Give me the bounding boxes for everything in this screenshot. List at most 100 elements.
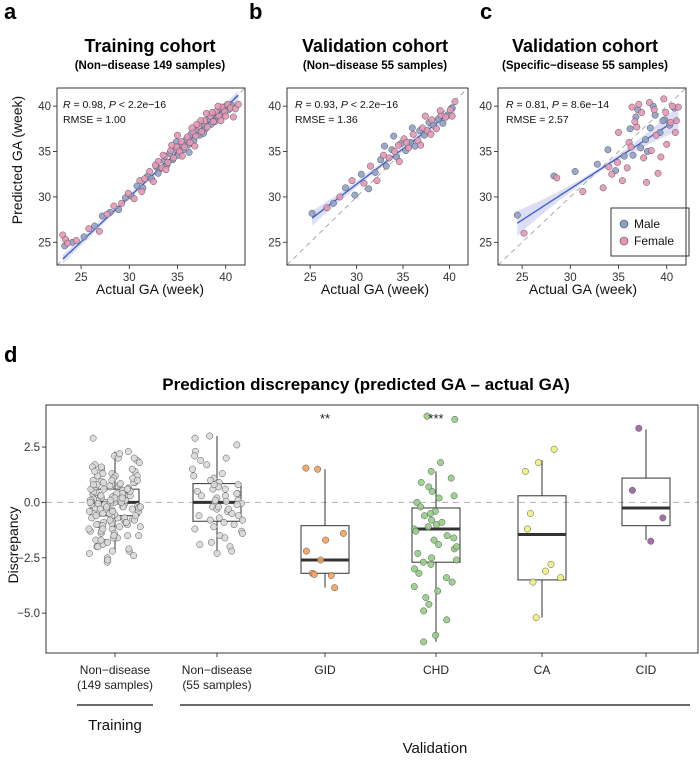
panel-a-point-male xyxy=(80,233,88,241)
panel-a-point-female xyxy=(64,239,72,247)
box-point-non_disease xyxy=(122,518,130,526)
panel-c-subtitle: (Specific−disease 55 samples) xyxy=(502,60,668,72)
panel-b-point-female xyxy=(403,139,411,146)
box-point-non_disease xyxy=(211,496,219,504)
panel-b-point-male xyxy=(371,168,379,176)
box-point-non_disease xyxy=(100,485,108,493)
panel-a-title: Training cohort xyxy=(84,36,215,56)
panel-c-point-female xyxy=(667,119,675,126)
panel-a-point-female xyxy=(141,175,149,183)
panel-a-point-female xyxy=(193,120,201,128)
panel-b-point-female xyxy=(391,148,399,155)
box-point-non_disease xyxy=(233,501,241,509)
box-point-non_disease xyxy=(90,481,97,489)
panel-b-xlabel: Actual GA (week) xyxy=(321,281,429,297)
box-point-non_disease xyxy=(230,521,238,529)
box-point-non_disease xyxy=(94,543,102,551)
panel-b-point-female xyxy=(448,112,456,120)
box-point-gid xyxy=(327,572,335,579)
box-point-chd xyxy=(413,498,421,506)
box-point-ca xyxy=(557,574,565,582)
category-label: CID xyxy=(636,663,657,677)
box-point-non_disease xyxy=(116,450,123,458)
panel-a-point-female xyxy=(72,237,80,244)
panel-c-ytick-label: 30 xyxy=(479,192,492,204)
box-point-non_disease xyxy=(85,507,93,515)
box-point-non_disease xyxy=(135,532,143,540)
significance-stars: *** xyxy=(428,411,443,426)
panel-c-frame xyxy=(497,87,687,266)
panel-b-point-male xyxy=(308,209,316,217)
legend-female-label: Female xyxy=(634,234,674,248)
panel-b-point-female xyxy=(385,154,393,162)
box-point-non_disease xyxy=(239,529,246,537)
panel-a-xtick-label: 25 xyxy=(75,272,88,284)
box-point-chd xyxy=(428,516,435,524)
panel-c-point-female xyxy=(657,153,665,161)
panel-a-point-male xyxy=(185,148,193,156)
box-point-non_disease xyxy=(124,532,132,540)
box-point-ca xyxy=(547,560,555,568)
panel-b-point-female xyxy=(348,177,356,185)
panel-c-xtick-label: 25 xyxy=(516,272,529,284)
box-point-non_disease xyxy=(196,541,204,548)
box-point-non_disease xyxy=(213,549,221,557)
category-label: Non−disease xyxy=(80,663,151,677)
panel-a-point-female xyxy=(118,199,126,207)
panel-c-xtick-label: 40 xyxy=(660,272,673,284)
box-point-non_disease xyxy=(116,523,123,531)
panel-b-ytick-label: 40 xyxy=(268,101,281,113)
panel-b-xtick-label: 35 xyxy=(397,272,410,284)
box-point-non_disease xyxy=(104,556,112,564)
panel-b-point-female xyxy=(380,151,387,159)
panel-a-point-female xyxy=(138,188,146,195)
panel-a-point-female xyxy=(234,100,242,108)
panel-c-point-female xyxy=(663,140,671,148)
box-point-non_disease xyxy=(99,510,107,517)
panel-letter-c: c xyxy=(480,0,492,24)
box-point-chd xyxy=(435,541,442,548)
panel-c-point-female xyxy=(608,170,616,178)
box-point-non_disease xyxy=(97,492,105,500)
panel-b-point-male xyxy=(408,124,416,132)
panel-b-point-female xyxy=(395,158,403,165)
validation-group-label: Validation xyxy=(403,740,468,757)
box-point-non_disease xyxy=(125,545,133,553)
box-point-chd xyxy=(443,616,451,624)
box-point-non_disease xyxy=(220,518,228,526)
panel-d-box-ca: CA xyxy=(517,445,567,677)
panel-a-point-female xyxy=(202,109,210,117)
panel-a-r-value: = 0.98, xyxy=(71,99,109,111)
category-sublabel: (149 samples) xyxy=(77,678,153,692)
panel-a-ytick-label: 40 xyxy=(38,101,51,113)
panel-a-point-female xyxy=(229,113,237,121)
panel-c-point-female xyxy=(579,188,587,195)
box-point-non_disease xyxy=(189,465,196,473)
box-point-non_disease xyxy=(107,496,115,504)
panel-c-stats: R = 0.81, P = 8.6e−14 xyxy=(506,99,609,111)
box-point-chd xyxy=(417,503,424,511)
panel-b-point-female xyxy=(446,106,454,114)
panel-b-point-male xyxy=(439,119,447,127)
panel-b-point-female xyxy=(421,112,429,120)
panel-c-point-female xyxy=(654,169,662,177)
panel-b-plot: 25 30 35 40 25 30 35 40 xyxy=(268,87,469,284)
panel-c-point-female xyxy=(520,229,528,237)
box-point-chd xyxy=(411,565,418,573)
box-point-non_disease xyxy=(123,485,131,493)
panel-c-xlabel: Actual GA (week) xyxy=(529,281,637,297)
box-point-chd xyxy=(443,574,450,582)
panel-c-point-female xyxy=(599,184,607,192)
panel-c-r-label: R xyxy=(506,99,514,111)
box-point-non_disease xyxy=(191,434,199,442)
panel-b-point-male xyxy=(351,191,359,199)
box-point-chd xyxy=(410,583,418,591)
box-point-chd xyxy=(414,549,422,557)
box-point-cid xyxy=(659,514,667,522)
box-point-non_disease xyxy=(93,521,101,529)
box-point-chd xyxy=(443,532,451,540)
panel-c-point-male xyxy=(637,144,645,152)
box-point-chd xyxy=(453,543,461,551)
panel-c-point-male xyxy=(626,125,634,133)
